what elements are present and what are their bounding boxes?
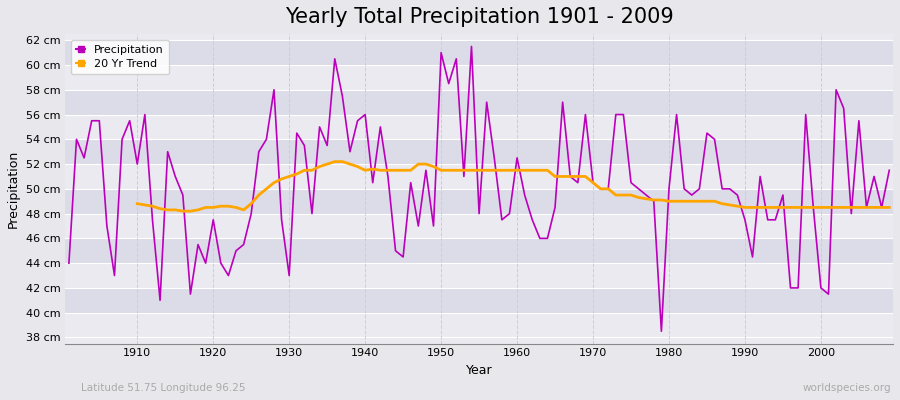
Bar: [65, 139, 893, 164]
Bar: [65, 189, 893, 214]
X-axis label: Year: Year: [466, 364, 492, 377]
Bar: [65, 238, 893, 263]
Legend: Precipitation, 20 Yr Trend: Precipitation, 20 Yr Trend: [71, 40, 169, 74]
Bar: [65, 214, 893, 238]
Bar: [65, 263, 893, 288]
Title: Yearly Total Precipitation 1901 - 2009: Yearly Total Precipitation 1901 - 2009: [284, 7, 673, 27]
Bar: [65, 164, 893, 189]
Bar: [65, 65, 893, 90]
Bar: [65, 90, 893, 114]
Bar: [65, 40, 893, 65]
Bar: [65, 313, 893, 338]
Bar: [65, 114, 893, 139]
Text: worldspecies.org: worldspecies.org: [803, 383, 891, 393]
Bar: [65, 288, 893, 313]
Text: Latitude 51.75 Longitude 96.25: Latitude 51.75 Longitude 96.25: [81, 383, 246, 393]
Y-axis label: Precipitation: Precipitation: [7, 150, 20, 228]
